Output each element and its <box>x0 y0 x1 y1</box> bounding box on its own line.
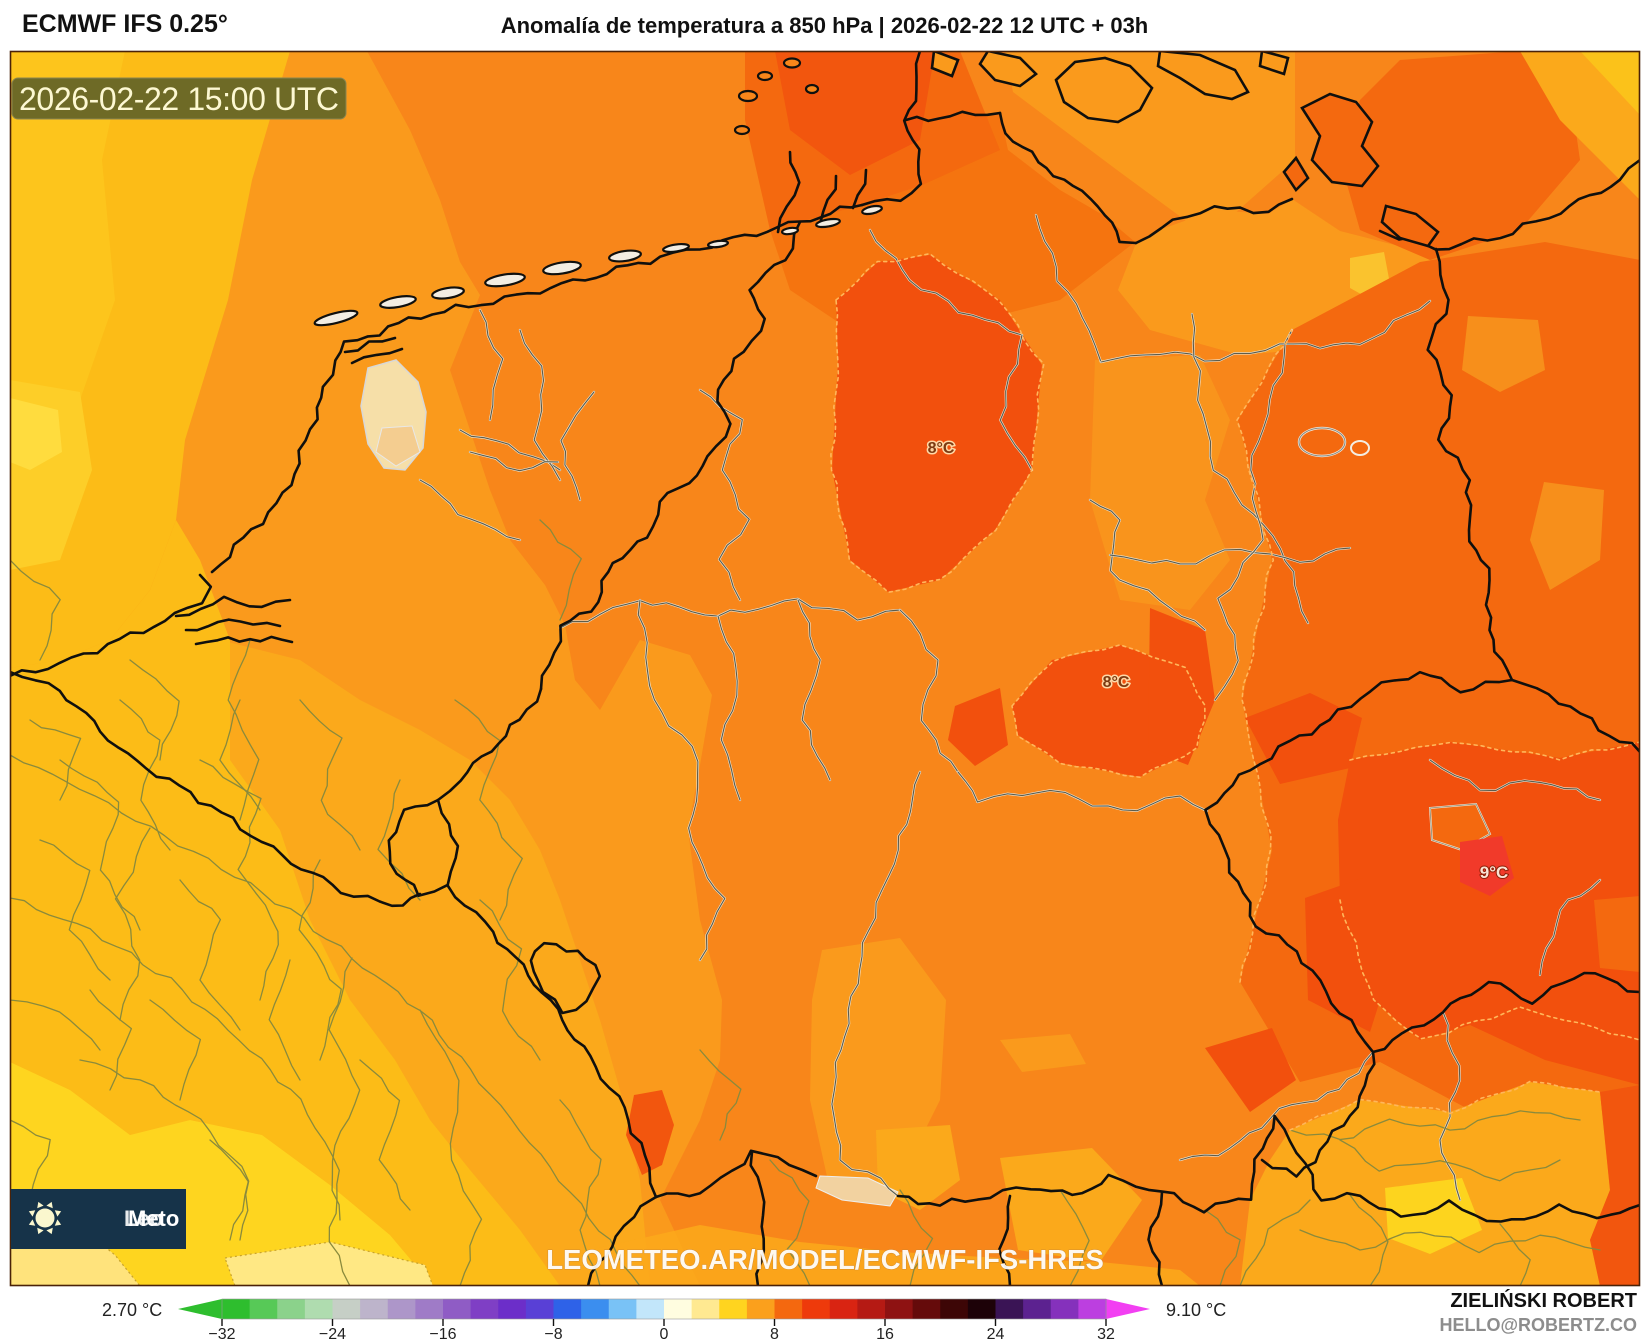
svg-text:Leo: Leo <box>124 1206 163 1231</box>
svg-text:−32: −32 <box>208 1326 235 1339</box>
svg-text:2026-02-22 15:00 UTC: 2026-02-22 15:00 UTC <box>19 81 339 117</box>
svg-text:Metо: Metо <box>128 1206 179 1231</box>
svg-text:8°C: 8°C <box>928 440 955 457</box>
svg-text:16: 16 <box>876 1326 894 1339</box>
svg-text:−8: −8 <box>544 1326 562 1339</box>
svg-text:8: 8 <box>770 1326 779 1339</box>
svg-text:24: 24 <box>987 1326 1005 1339</box>
svg-text:9°C: 9°C <box>1480 863 1509 882</box>
svg-text:8°C: 8°C <box>1103 674 1130 691</box>
svg-text:−24: −24 <box>319 1326 346 1339</box>
svg-text:−16: −16 <box>429 1326 456 1339</box>
svg-text:32: 32 <box>1097 1326 1115 1339</box>
svg-text:0: 0 <box>660 1326 669 1339</box>
svg-text:LEOMETEO.AR/MODEL/ECMWF-IFS-HR: LEOMETEO.AR/MODEL/ECMWF-IFS-HRES <box>546 1244 1104 1275</box>
